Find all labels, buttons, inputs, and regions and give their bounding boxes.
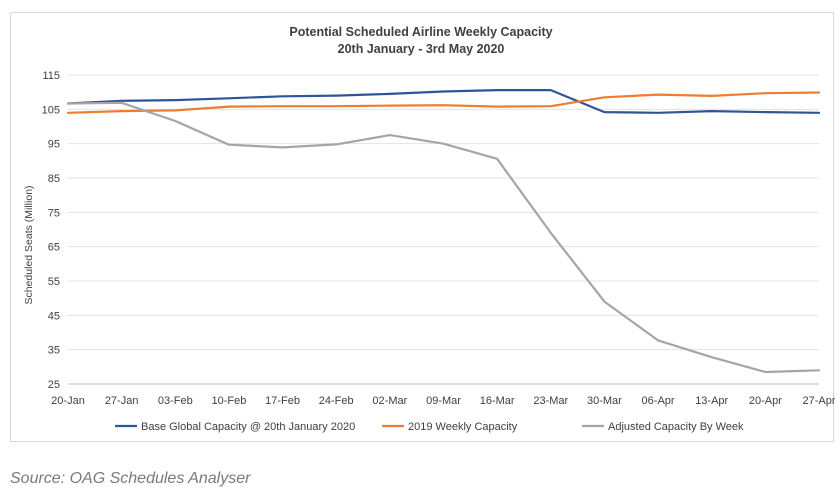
legend-label: 2019 Weekly Capacity xyxy=(408,421,518,433)
y-tick-label: 45 xyxy=(48,310,60,322)
x-tick-label: 10-Feb xyxy=(211,395,246,407)
x-tick-label: 03-Feb xyxy=(158,395,193,407)
x-tick-label: 02-Mar xyxy=(372,395,407,407)
x-tick-label: 13-Apr xyxy=(695,395,728,407)
y-tick-label: 35 xyxy=(48,345,60,357)
source-note: Source: OAG Schedules Analyser xyxy=(10,470,251,487)
x-tick-label: 17-Feb xyxy=(265,395,300,407)
x-tick-label: 30-Mar xyxy=(587,395,622,407)
x-tick-label: 09-Mar xyxy=(426,395,461,407)
y-axis-ticks: 115 105 95 85 75 65 55 45 35 25 xyxy=(42,70,60,391)
y-tick-label: 65 xyxy=(48,242,60,254)
x-tick-label: 20-Jan xyxy=(51,395,85,407)
x-tick-label: 27-Apr xyxy=(802,395,835,407)
y-tick-label: 95 xyxy=(48,139,60,151)
gridlines xyxy=(68,74,819,385)
series-line xyxy=(66,88,821,114)
series-lines xyxy=(66,88,821,374)
chart-subtitle: 20th January - 3rd May 2020 xyxy=(338,42,505,56)
y-tick-label: 85 xyxy=(48,173,60,185)
y-axis-label: Scheduled Seats (Million) xyxy=(23,185,35,304)
x-tick-label: 23-Mar xyxy=(533,395,568,407)
series-line xyxy=(66,91,821,114)
y-tick-label: 25 xyxy=(48,379,60,391)
x-tick-label: 27-Jan xyxy=(105,395,139,407)
legend-label: Adjusted Capacity By Week xyxy=(608,421,744,433)
x-tick-label: 16-Mar xyxy=(480,395,515,407)
y-tick-label: 75 xyxy=(48,207,60,219)
y-tick-label: 115 xyxy=(42,70,60,82)
chart-frame: Potential Scheduled Airline Weekly Capac… xyxy=(10,12,835,442)
legend-label: Base Global Capacity @ 20th January 2020 xyxy=(141,421,355,433)
chart-title: Potential Scheduled Airline Weekly Capac… xyxy=(289,25,552,39)
y-tick-label: 105 xyxy=(42,104,60,116)
series-line xyxy=(66,101,821,374)
x-tick-label: 24-Feb xyxy=(319,395,354,407)
x-tick-label: 20-Apr xyxy=(749,395,782,407)
line-chart: Potential Scheduled Airline Weekly Capac… xyxy=(23,25,835,433)
legend: Base Global Capacity @ 20th January 2020… xyxy=(115,421,744,433)
x-tick-label: 06-Apr xyxy=(642,395,675,407)
y-tick-label: 55 xyxy=(48,276,60,288)
x-axis-ticks: 20-Jan 27-Jan 03-Feb 10-Feb 17-Feb 24-Feb 02-M… xyxy=(51,395,835,407)
